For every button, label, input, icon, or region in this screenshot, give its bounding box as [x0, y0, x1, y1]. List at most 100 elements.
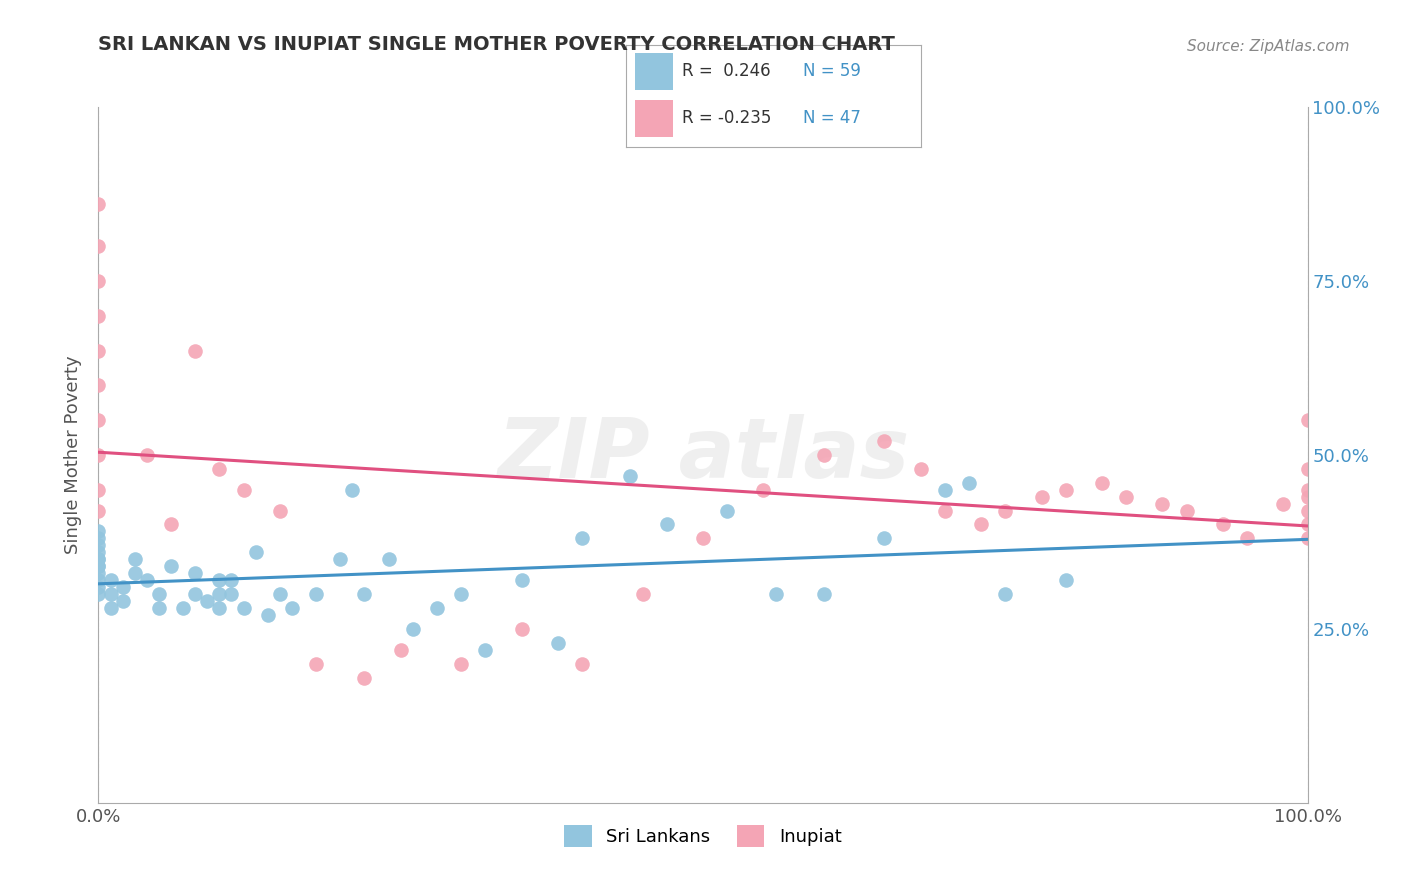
Point [87, 413, 110, 427]
Point [957, 475, 980, 490]
Bar [634, 53, 673, 90]
Point [1115, 490, 1137, 504]
Point [148, 601, 170, 615]
Point [305, 587, 328, 601]
Point [87, 309, 110, 323]
Point [1296, 532, 1319, 546]
Point [1272, 497, 1295, 511]
Point [547, 636, 569, 650]
Point [450, 657, 472, 671]
Point [353, 671, 375, 685]
Point [1296, 413, 1319, 427]
Point [934, 483, 956, 497]
Point [934, 503, 956, 517]
Point [692, 532, 714, 546]
Point [813, 587, 835, 601]
Point [100, 601, 122, 615]
Point [873, 434, 896, 448]
Point [208, 587, 231, 601]
Point [1212, 517, 1234, 532]
Point [87, 239, 110, 253]
Point [1296, 503, 1319, 517]
Point [87, 538, 110, 552]
Legend: Sri Lankans, Inupiat: Sri Lankans, Inupiat [555, 816, 851, 856]
Point [111, 594, 134, 608]
Point [571, 657, 593, 671]
Point [269, 587, 291, 601]
Point [232, 483, 254, 497]
Point [232, 601, 254, 615]
Point [87, 483, 110, 497]
Text: SRI LANKAN VS INUPIAT SINGLE MOTHER POVERTY CORRELATION CHART: SRI LANKAN VS INUPIAT SINGLE MOTHER POVE… [98, 35, 896, 54]
Point [87, 448, 110, 462]
Point [100, 573, 122, 587]
Point [765, 587, 787, 601]
Point [1175, 503, 1198, 517]
Point [450, 587, 472, 601]
Point [1296, 483, 1319, 497]
Point [208, 601, 231, 615]
Point [87, 559, 110, 574]
Point [305, 657, 328, 671]
Point [716, 503, 738, 517]
Point [1296, 490, 1319, 504]
Point [994, 587, 1017, 601]
Point [87, 559, 110, 574]
Point [148, 587, 170, 601]
Point [1091, 475, 1114, 490]
Point [1054, 573, 1077, 587]
Point [1031, 490, 1053, 504]
Point [87, 580, 110, 594]
Point [87, 587, 110, 601]
Point [377, 552, 399, 566]
Point [160, 559, 183, 574]
Point [124, 552, 146, 566]
Y-axis label: Single Mother Poverty: Single Mother Poverty [63, 356, 82, 554]
Point [245, 545, 267, 559]
Point [184, 343, 207, 358]
Text: N = 59: N = 59 [803, 62, 860, 80]
Point [87, 197, 110, 211]
Point [87, 552, 110, 566]
Point [87, 532, 110, 546]
Point [195, 594, 218, 608]
Text: ZIP atlas: ZIP atlas [496, 415, 910, 495]
Point [87, 378, 110, 392]
Point [752, 483, 775, 497]
Point [208, 462, 231, 476]
Point [100, 587, 122, 601]
Text: Source: ZipAtlas.com: Source: ZipAtlas.com [1187, 38, 1350, 54]
Point [172, 601, 194, 615]
Point [1236, 532, 1258, 546]
Point [87, 545, 110, 559]
Point [655, 517, 678, 532]
Point [571, 532, 593, 546]
Point [184, 587, 207, 601]
Point [87, 573, 110, 587]
Point [1296, 462, 1319, 476]
Point [87, 274, 110, 288]
Point [87, 343, 110, 358]
Point [970, 517, 993, 532]
Text: R = -0.235: R = -0.235 [682, 110, 770, 128]
Point [474, 642, 496, 657]
Point [208, 573, 231, 587]
Point [87, 552, 110, 566]
Point [994, 503, 1017, 517]
Point [269, 503, 291, 517]
Point [353, 587, 375, 601]
Point [124, 566, 146, 581]
Point [910, 462, 932, 476]
Point [631, 587, 654, 601]
Point [1296, 517, 1319, 532]
Text: R =  0.246: R = 0.246 [682, 62, 770, 80]
Point [256, 607, 278, 622]
Point [1054, 483, 1077, 497]
Point [221, 573, 243, 587]
Point [873, 532, 896, 546]
Point [111, 580, 134, 594]
Point [87, 566, 110, 581]
Point [389, 642, 412, 657]
Bar [634, 100, 673, 137]
Point [426, 601, 449, 615]
